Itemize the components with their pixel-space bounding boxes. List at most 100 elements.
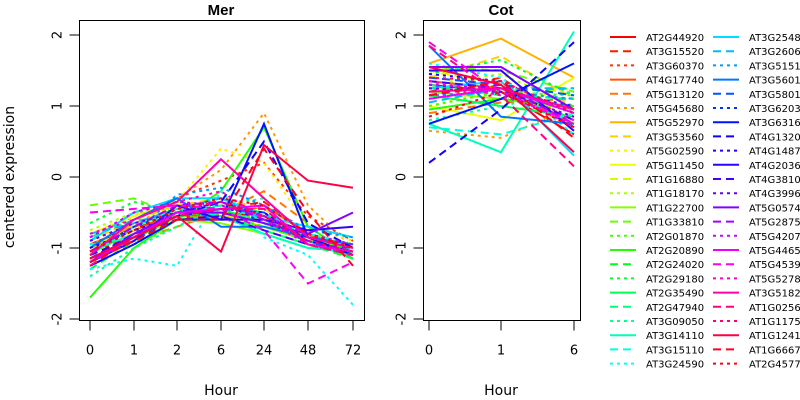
cot-series-line bbox=[428, 41, 575, 125]
legend-label: AT4G3996 bbox=[749, 189, 800, 200]
cot-series-line bbox=[428, 83, 575, 100]
legend-label: AT2G47940 bbox=[646, 303, 704, 314]
legend-label: AT3G6316 bbox=[749, 118, 800, 129]
legend-label: AT3G5151 bbox=[749, 61, 800, 72]
cot-series-line bbox=[428, 83, 575, 122]
legend-label: AT3G14110 bbox=[646, 331, 704, 342]
y-tick-label: -1 bbox=[395, 242, 410, 255]
x-tick-label: 0 bbox=[86, 344, 94, 359]
mer-series-line bbox=[89, 111, 354, 249]
x-tick-label: 2 bbox=[173, 344, 181, 359]
legend-label: AT2G29180 bbox=[646, 274, 704, 285]
legend-label: AT5G02590 bbox=[646, 147, 704, 158]
legend-label: AT3G2606 bbox=[749, 47, 800, 58]
cot-series-lines bbox=[428, 30, 575, 168]
panel-title-cot: Cot bbox=[489, 2, 514, 19]
cot-series-line bbox=[428, 87, 575, 118]
cot-series-line bbox=[428, 62, 575, 125]
legend-label: AT4G17740 bbox=[646, 76, 704, 87]
cot-series-line bbox=[428, 44, 575, 168]
x-tick-label: 72 bbox=[345, 344, 362, 359]
cot-series-line bbox=[429, 66, 575, 111]
x-tick-label: 24 bbox=[256, 344, 273, 359]
cot-series-line bbox=[428, 58, 575, 97]
legend-label: AT1G22700 bbox=[646, 203, 704, 214]
cot-series-line bbox=[428, 80, 575, 139]
cot-series-line bbox=[428, 66, 575, 153]
legend-label: AT1G6667 bbox=[749, 345, 800, 356]
mer-y-axis: -2 -1 0 1 2 bbox=[51, 31, 80, 326]
legend-label: AT1G1241 bbox=[749, 331, 800, 342]
cot-series-line bbox=[428, 76, 575, 115]
mer-series-line bbox=[89, 204, 354, 264]
panel-mer: Mer -2 -1 0 1 2 0 1 2 6 24 48 72 Hour bbox=[51, 2, 365, 399]
y-tick-label: 1 bbox=[51, 102, 66, 110]
legend-label: AT5G45680 bbox=[646, 104, 704, 115]
x-tick-label: 1 bbox=[497, 344, 505, 359]
mer-series-line bbox=[89, 157, 354, 256]
mer-series-line bbox=[89, 190, 354, 257]
legend-label: AT3G5801 bbox=[749, 90, 800, 101]
legend-label: AT5G4207 bbox=[749, 232, 800, 243]
y-tick-label: -1 bbox=[51, 242, 66, 255]
legend-label: AT1G1175 bbox=[749, 317, 800, 328]
legend-label: AT3G15520 bbox=[646, 47, 704, 58]
legend-label: AT4G3810 bbox=[749, 175, 800, 186]
cot-series-line bbox=[428, 30, 575, 154]
panel-title-mer: Mer bbox=[208, 2, 235, 19]
cot-plot-frame bbox=[423, 20, 581, 321]
mer-series-lines bbox=[89, 111, 354, 306]
legend: AT2G44920 AT3G15520 AT3G60370 AT4G17740 AT5G… bbox=[610, 33, 800, 371]
cot-series-line bbox=[428, 97, 575, 115]
legend-label: AT5G2875 bbox=[749, 218, 800, 229]
legend-label: AT2G35490 bbox=[646, 289, 704, 300]
x-tick-label: 1 bbox=[130, 344, 138, 359]
legend-label: AT5G4539 bbox=[749, 260, 800, 271]
legend-label: AT2G24020 bbox=[646, 260, 704, 271]
cot-series-line bbox=[428, 41, 575, 164]
legend-label: AT1G33810 bbox=[646, 218, 704, 229]
legend-label: AT3G09050 bbox=[646, 317, 704, 328]
y-tick-label: 0 bbox=[51, 173, 66, 181]
legend-label: AT5G5278 bbox=[749, 274, 800, 285]
y-tick-label: 2 bbox=[51, 31, 66, 39]
mer-series-line bbox=[89, 143, 354, 260]
cot-series-line bbox=[428, 87, 574, 104]
legend-label: AT2G44920 bbox=[646, 33, 704, 44]
legend-label: AT5G52970 bbox=[646, 118, 704, 129]
legend-label: AT2G20890 bbox=[646, 246, 704, 257]
mer-plot-frame bbox=[79, 20, 365, 321]
cot-series-line bbox=[428, 94, 575, 118]
legend-label: AT3G2548 bbox=[749, 33, 800, 44]
legend-label: AT3G5182 bbox=[749, 289, 800, 300]
mer-series-line bbox=[89, 189, 354, 306]
cot-x-axis-label: Hour bbox=[484, 383, 518, 399]
x-tick-label: 6 bbox=[217, 344, 225, 359]
y-tick-label: -2 bbox=[395, 313, 410, 326]
legend-label: AT5G11450 bbox=[646, 161, 704, 172]
x-tick-label: 0 bbox=[425, 344, 433, 359]
y-tick-label: 0 bbox=[395, 173, 410, 181]
y-tick-label: -2 bbox=[51, 313, 66, 326]
cot-series-line bbox=[429, 69, 575, 132]
cot-series-line bbox=[428, 44, 575, 125]
y-tick-label: 1 bbox=[395, 102, 410, 110]
legend-label: AT1G0256 bbox=[749, 303, 800, 314]
legend-label: AT3G6203 bbox=[749, 104, 800, 115]
legend-label: AT2G01870 bbox=[646, 232, 704, 243]
cot-x-axis: 0 1 6 bbox=[425, 320, 578, 359]
x-tick-label: 48 bbox=[300, 344, 317, 359]
legend-label: AT1G18170 bbox=[646, 189, 704, 200]
legend-label: AT3G5601 bbox=[749, 76, 800, 87]
mer-series-line bbox=[89, 161, 354, 242]
mer-x-axis-label: Hour bbox=[204, 383, 238, 399]
mer-series-line bbox=[89, 197, 354, 253]
mer-series-line bbox=[89, 146, 354, 267]
legend-label: AT4G2036 bbox=[749, 161, 800, 172]
y-axis-label: centered expression bbox=[2, 106, 18, 248]
cot-y-axis: -2 -1 0 1 2 bbox=[395, 31, 424, 326]
legend-label: AT5G13120 bbox=[646, 90, 704, 101]
mer-x-axis: 0 1 2 6 24 48 72 bbox=[86, 320, 362, 359]
cot-series-line bbox=[428, 37, 575, 79]
